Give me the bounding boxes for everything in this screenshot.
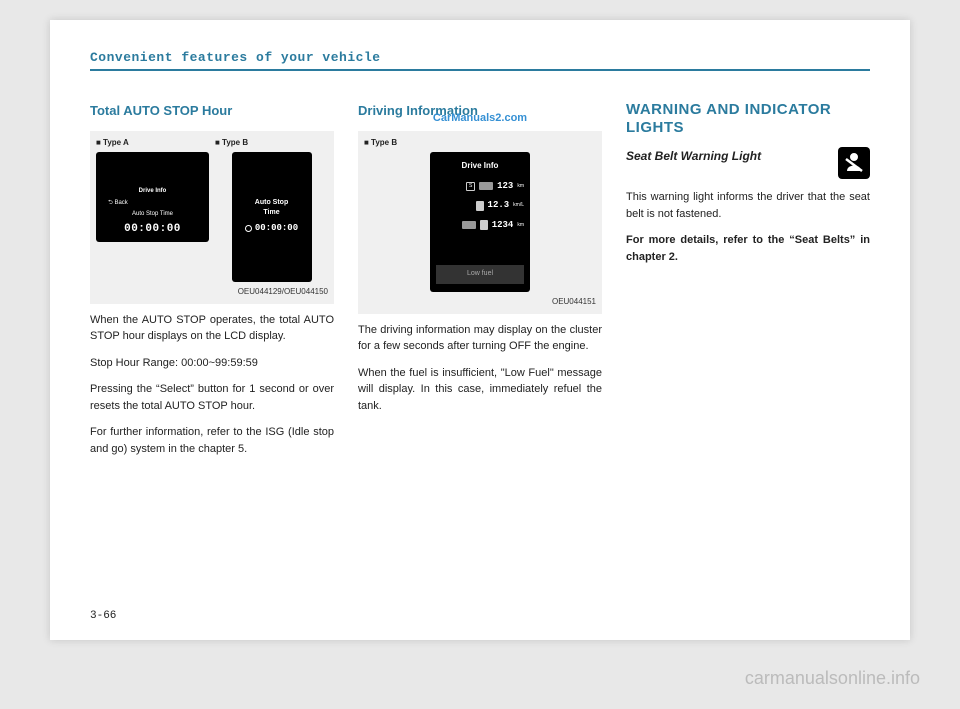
col1-p3: Pressing the “Select” button for 1 secon…	[90, 381, 334, 414]
auto-stop-time-label: Auto Stop Time	[132, 210, 173, 219]
seatbelt-icon	[838, 147, 870, 179]
time-value-b: 00:00:00	[255, 222, 298, 236]
unit-2: km/L	[513, 202, 524, 210]
col1-p2: Stop Hour Range: 00:00~99:59:59	[90, 355, 334, 372]
drive-row-3: 1234 km	[436, 219, 524, 233]
figure-driving-info: ■ Type B Drive Info S 123 km 12.3 km/L	[358, 131, 602, 314]
column-2: Driving Information ■ Type B Drive Info …	[358, 101, 602, 467]
page-number: 3-66	[90, 610, 116, 622]
col1-p1: When the AUTO STOP operates, the total A…	[90, 312, 334, 345]
figure-auto-stop: ■ Type A Drive Info ⮌ Back Auto Stop Tim…	[90, 131, 334, 304]
low-fuel-label: Low fuel	[436, 265, 524, 284]
time-value-a: 00:00:00	[124, 221, 181, 238]
drive-row-2: 12.3 km/L	[436, 199, 524, 213]
col1-p4: For further information, refer to the IS…	[90, 424, 334, 457]
column-1: Total AUTO STOP Hour ■ Type A Drive Info…	[90, 101, 334, 467]
type-a-label: ■ Type A	[96, 137, 209, 149]
time-label: Time	[263, 208, 279, 219]
figure-code-2: OEU044151	[364, 296, 596, 308]
col1-heading: Total AUTO STOP Hour	[90, 101, 334, 121]
column-3: WARNING AND INDICATOR LIGHTS Seat Belt W…	[626, 101, 870, 467]
figure-type-b: ■ Type B Auto Stop Time 00:00:00	[215, 137, 328, 282]
back-label: ⮌ Back	[108, 199, 128, 208]
type-b-label-2: ■ Type B	[364, 137, 596, 149]
type-b-label: ■ Type B	[215, 137, 328, 149]
screen-type-a: Drive Info ⮌ Back Auto Stop Time 00:00:0…	[96, 152, 209, 242]
val-2: 12.3	[488, 199, 510, 213]
manual-page: Convenient features of your vehicle CarM…	[50, 20, 910, 640]
section-header: Convenient features of your vehicle	[90, 50, 870, 71]
truck-icon-2	[462, 221, 476, 229]
unit-3: km	[517, 222, 524, 230]
watermark-bottom: carmanualsonline.info	[745, 668, 920, 689]
fuel-icon	[476, 201, 484, 211]
col3-subheading: Seat Belt Warning Light	[626, 147, 761, 165]
col3-heading: WARNING AND INDICATOR LIGHTS	[626, 101, 870, 137]
auto-stop-label: Auto Stop	[255, 198, 288, 209]
col3-p1: This warning light informs the driver th…	[626, 189, 870, 222]
col2-p2: When the fuel is insufficient, "Low Fuel…	[358, 365, 602, 415]
drive-info-screen: Drive Info S 123 km 12.3 km/L	[430, 152, 530, 292]
watermark-top: CarManuals2.com	[433, 112, 527, 124]
drive-info-label: Drive Info	[139, 187, 167, 196]
figure-type-a: ■ Type A Drive Info ⮌ Back Auto Stop Tim…	[96, 137, 209, 282]
s-icon: S	[466, 182, 475, 191]
drive-info-title: Drive Info	[436, 160, 524, 172]
figure-code-1: OEU044129/OEU044150	[96, 286, 328, 298]
content-columns: Total AUTO STOP Hour ■ Type A Drive Info…	[90, 101, 870, 467]
col2-p1: The driving information may display on t…	[358, 322, 602, 355]
col3-subheading-row: Seat Belt Warning Light	[626, 147, 870, 179]
val-3: 1234	[492, 219, 514, 233]
drive-row-1: S 123 km	[436, 180, 524, 194]
clock-icon	[245, 225, 252, 232]
screen-type-b: Auto Stop Time 00:00:00	[232, 152, 312, 282]
fuel-icon-2	[480, 220, 488, 230]
truck-icon	[479, 182, 493, 190]
val-1: 123	[497, 180, 513, 194]
unit-1: km	[517, 183, 524, 191]
col3-p2: For more details, refer to the “Seat Bel…	[626, 232, 870, 265]
